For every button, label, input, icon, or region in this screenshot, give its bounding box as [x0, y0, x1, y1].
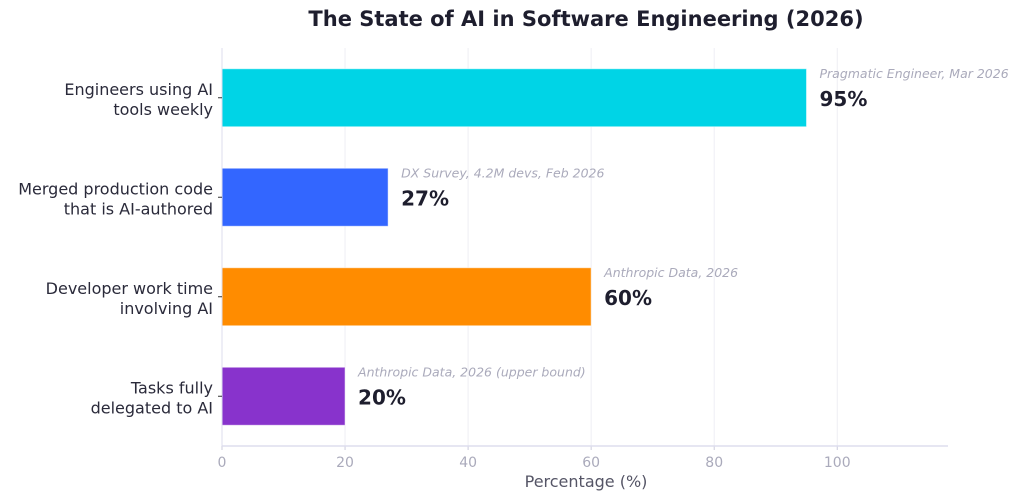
- y-tick-label: Merged production code that is AI-authore…: [18, 179, 213, 218]
- x-tick-label: 20: [336, 455, 354, 471]
- y-tick-label: Developer work time involving AI: [46, 279, 213, 318]
- chart-title: The State of AI in Software Engineering …: [308, 7, 863, 31]
- x-axis-label: Percentage (%): [525, 472, 648, 491]
- y-tick-label: Engineers using AI tools weekly: [64, 80, 213, 119]
- source-annotation: Pragmatic Engineer, Mar 2026: [819, 66, 1008, 81]
- bar: [221, 68, 807, 128]
- value-label: 60%: [604, 286, 652, 310]
- x-tick-label: 60: [582, 455, 600, 471]
- bar: [221, 366, 346, 426]
- value-label: 27%: [401, 186, 449, 210]
- bar: [221, 167, 389, 227]
- x-tick-label: 0: [218, 455, 227, 471]
- value-label: 20%: [358, 385, 406, 409]
- y-tick-label: Tasks fully delegated to AI: [91, 378, 213, 417]
- x-tick-label: 100: [824, 455, 851, 471]
- source-annotation: DX Survey, 4.2M devs, Feb 2026: [401, 165, 604, 180]
- x-tick-label: 80: [705, 455, 723, 471]
- source-annotation: Anthropic Data, 2026: [603, 265, 738, 280]
- source-annotation: Anthropic Data, 2026 (upper bound): [357, 364, 586, 379]
- value-label: 95%: [819, 87, 867, 111]
- bar: [221, 267, 592, 327]
- x-tick-label: 40: [459, 455, 477, 471]
